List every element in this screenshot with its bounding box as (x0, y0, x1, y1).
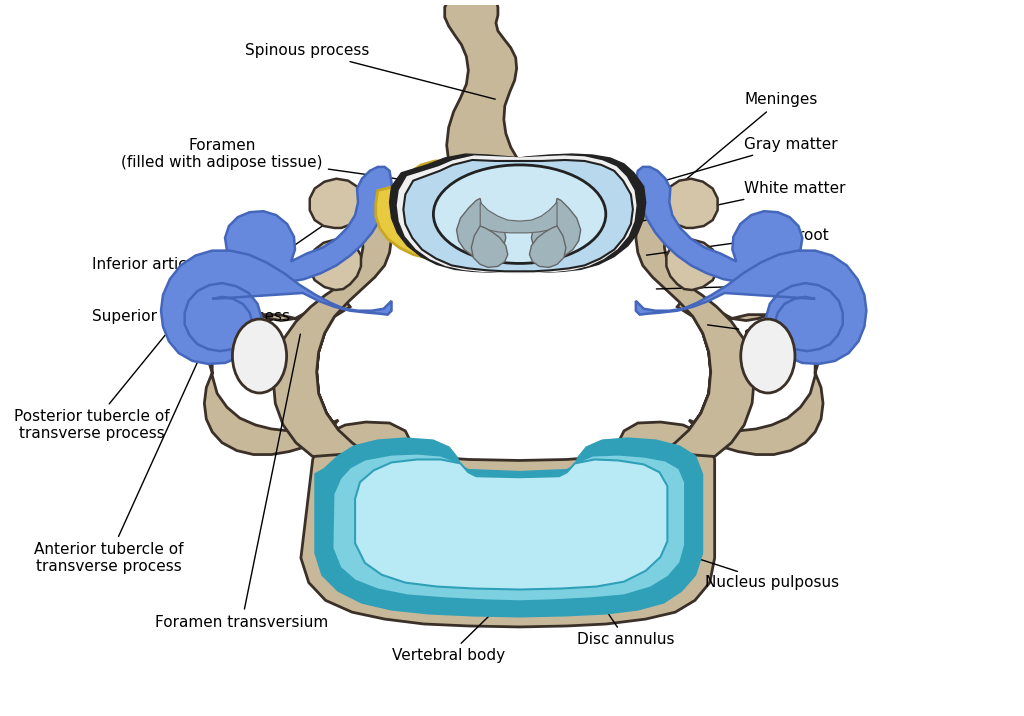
Polygon shape (301, 422, 715, 627)
Text: Disc annulus: Disc annulus (578, 587, 675, 647)
Polygon shape (636, 167, 803, 282)
Polygon shape (666, 179, 718, 228)
Text: Posterior tubercle of
transverse process: Posterior tubercle of transverse process (14, 258, 228, 441)
Polygon shape (529, 226, 566, 267)
Polygon shape (309, 179, 361, 228)
Polygon shape (203, 290, 365, 455)
Text: Vertebral body: Vertebral body (392, 609, 505, 663)
Polygon shape (403, 160, 633, 271)
Polygon shape (636, 187, 754, 457)
Text: Dorsal root: Dorsal root (646, 228, 829, 255)
Polygon shape (333, 453, 685, 601)
Polygon shape (273, 187, 391, 457)
Ellipse shape (740, 319, 795, 393)
Polygon shape (376, 161, 642, 261)
Text: Superior articular process: Superior articular process (92, 212, 343, 324)
Polygon shape (531, 198, 581, 258)
Text: White matter: White matter (585, 181, 846, 233)
Text: Nucleus pulposus: Nucleus pulposus (623, 534, 839, 590)
Polygon shape (225, 167, 391, 282)
Text: Gray matter: Gray matter (564, 137, 838, 210)
Text: Meninges: Meninges (630, 92, 817, 226)
Polygon shape (309, 240, 361, 290)
Text: Spinous process: Spinous process (246, 43, 496, 100)
Ellipse shape (433, 165, 606, 263)
Polygon shape (397, 156, 636, 274)
Text: Ventral root: Ventral root (656, 278, 835, 293)
Polygon shape (389, 154, 646, 272)
Polygon shape (480, 203, 557, 233)
Polygon shape (471, 226, 508, 267)
Polygon shape (315, 439, 701, 616)
Polygon shape (444, 0, 538, 204)
Polygon shape (161, 251, 391, 364)
Text: Anterior tubercle of
transverse process: Anterior tubercle of transverse process (34, 299, 226, 574)
Polygon shape (663, 290, 825, 455)
Text: Foramen
(filled with adipose tissue): Foramen (filled with adipose tissue) (121, 138, 428, 183)
Polygon shape (457, 198, 506, 258)
Polygon shape (667, 240, 718, 290)
Text: Inferior articular process: Inferior articular process (92, 257, 333, 272)
Ellipse shape (232, 319, 287, 393)
Text: Spinal nerve: Spinal nerve (708, 325, 840, 344)
Polygon shape (636, 251, 866, 364)
Text: Foramen transversium: Foramen transversium (156, 334, 329, 629)
Polygon shape (355, 460, 668, 589)
